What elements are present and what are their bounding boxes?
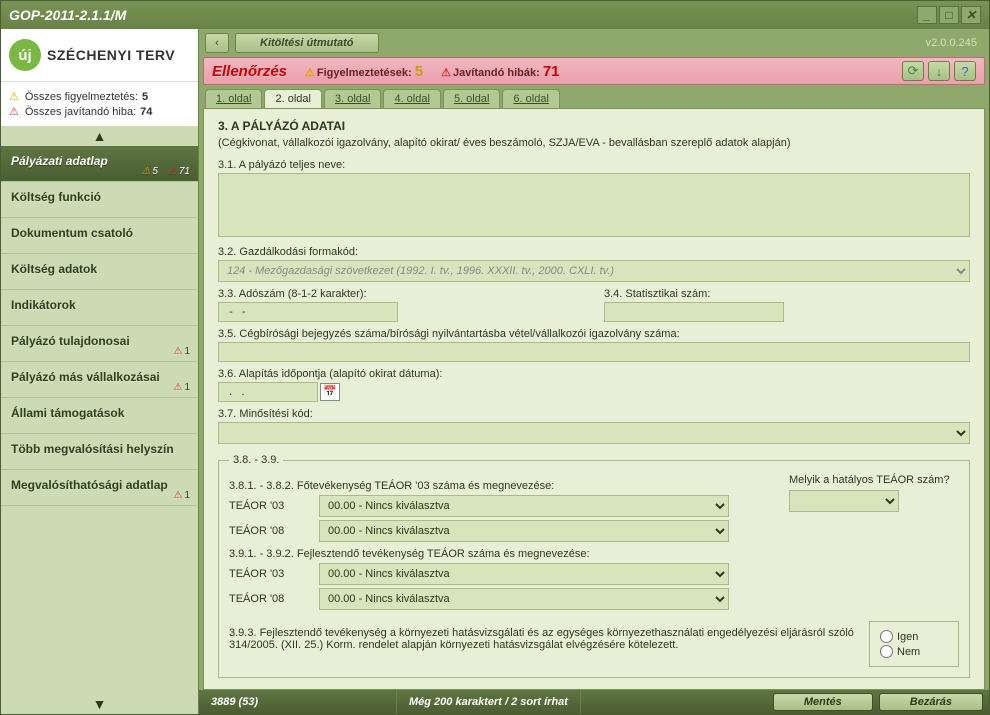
toolbar: ‹ Kitöltési útmutató v2.0.0.245 <box>199 29 989 57</box>
input-founding-date[interactable] <box>218 382 318 402</box>
logo-badge: új <box>9 39 41 71</box>
radio-no[interactable]: Nem <box>880 645 948 658</box>
sidebar-item[interactable]: Pályázó más vállalkozásai1 <box>1 362 198 398</box>
summary-box: Összes figyelmeztetés: 5 Összes javítand… <box>1 81 198 126</box>
label-3-8-1: 3.8.1. - 3.8.2. Főtevékenység TEÁOR '03 … <box>229 480 779 492</box>
alert-err: Javítandó hibák: 71 <box>441 63 559 80</box>
sidebar-item[interactable]: Pályázó tulajdonosai1 <box>1 326 198 362</box>
input-stat-number[interactable] <box>604 302 784 322</box>
titlebar: GOP-2011-2.1.1/M _ □ ✕ <box>1 1 989 29</box>
label-3-9-1: 3.9.1. - 3.9.2. Fejlesztendő tevékenység… <box>229 548 779 560</box>
label-3-9-3: 3.9.3. Fejlesztendő tevékenység a környe… <box>229 627 859 651</box>
label-3-5: 3.5. Cégbírósági bejegyzés száma/bíróság… <box>218 328 970 340</box>
form-content: 3. A PÁLYÁZÓ ADATAI (Cégkivonat, vállalk… <box>204 109 984 689</box>
tab[interactable]: 1. oldal <box>205 89 262 108</box>
section-subheading: (Cégkivonat, vállalkozói igazolvány, ala… <box>218 137 970 149</box>
side-question: Melyik a hatályos TEÁOR szám? <box>789 474 959 512</box>
sidebar-item[interactable]: Dokumentum csatoló <box>1 218 198 254</box>
nav-scroll-down[interactable]: ▼ <box>1 694 198 714</box>
close-button[interactable]: Bezárás <box>879 693 983 711</box>
error-icon <box>9 105 21 118</box>
tab[interactable]: 2. oldal <box>264 89 321 108</box>
sidebar-item[interactable]: Indikátorok <box>1 290 198 326</box>
label-3-1: 3.1. A pályázó teljes neve: <box>218 159 970 171</box>
label-3-4: 3.4. Statisztikai szám: <box>604 288 970 300</box>
sidebar: új SZÉCHENYI TERV Összes figyelmeztetés:… <box>1 29 199 714</box>
fieldset-3-8-3-9: 3.8. - 3.9. 3.8.1. - 3.8.2. Főtevékenysé… <box>218 454 970 678</box>
status-hint: Még 200 karaktert / 2 sort írhat <box>397 690 581 714</box>
tab[interactable]: 4. oldal <box>383 89 440 108</box>
calendar-button[interactable]: 📅 <box>320 383 340 401</box>
refresh-button[interactable]: ⟳ <box>902 61 924 81</box>
tabs: 1. oldal2. oldal3. oldal4. oldal5. oldal… <box>199 85 989 108</box>
tab[interactable]: 5. oldal <box>443 89 500 108</box>
label-3-3: 3.3. Adószám (8-1-2 karakter): <box>218 288 584 300</box>
sidebar-item[interactable]: Több megvalósítási helyszín <box>1 434 198 470</box>
select-main-teaor08[interactable]: 00.00 - Nincs kiválasztva <box>319 520 729 542</box>
minimize-button[interactable]: _ <box>917 6 937 24</box>
label-3-2: 3.2. Gazdálkodási formakód: <box>218 246 970 258</box>
select-form-code[interactable]: 124 - Mezőgazdasági szövetkezet (1992. I… <box>218 260 970 282</box>
select-valid-teaor[interactable] <box>789 490 899 512</box>
status-bar: 3889 (53) Még 200 karaktert / 2 sort írh… <box>199 690 989 714</box>
window-title: GOP-2011-2.1.1/M <box>9 7 126 23</box>
radio-yes[interactable]: Igen <box>880 630 948 643</box>
sidebar-item[interactable]: Állami támogatások <box>1 398 198 434</box>
select-dev-teaor03[interactable]: 00.00 - Nincs kiválasztva <box>319 563 729 585</box>
select-qualification-code[interactable] <box>218 422 970 444</box>
radio-group-3-9-3: Igen Nem <box>869 621 959 667</box>
input-tax-number[interactable] <box>218 302 398 322</box>
fieldset-legend: 3.8. - 3.9. <box>229 454 283 466</box>
download-button[interactable]: ↓ <box>928 61 950 81</box>
help-button[interactable]: ? <box>954 61 976 81</box>
sidebar-item[interactable]: Megvalósíthatósági adatlap1 <box>1 470 198 506</box>
guide-button[interactable]: Kitöltési útmutató <box>235 33 379 53</box>
sidebar-item[interactable]: Pályázati adatlap571 <box>1 146 198 182</box>
nav-list: Pályázati adatlap571Költség funkcióDokum… <box>1 146 198 694</box>
version-label: v2.0.0.245 <box>926 37 983 49</box>
section-heading: 3. A PÁLYÁZÓ ADATAI <box>218 119 970 133</box>
label-3-7: 3.7. Minősítési kód: <box>218 408 970 420</box>
label-3-6: 3.6. Alapítás időpontja (alapító okirat … <box>218 368 970 380</box>
logo: új SZÉCHENYI TERV <box>1 29 198 81</box>
tab[interactable]: 6. oldal <box>502 89 559 108</box>
alert-bar: Ellenőrzés Figyelmeztetések: 5 Javítandó… <box>203 57 985 85</box>
close-window-button[interactable]: ✕ <box>961 6 981 24</box>
sidebar-item[interactable]: Költség adatok <box>1 254 198 290</box>
input-applicant-name[interactable] <box>218 173 970 237</box>
warn-icon <box>9 90 21 103</box>
select-main-teaor03[interactable]: 00.00 - Nincs kiválasztva <box>319 495 729 517</box>
logo-text: SZÉCHENYI TERV <box>47 47 175 63</box>
alert-warn: Figyelmeztetések: 5 <box>305 63 423 80</box>
maximize-button[interactable]: □ <box>939 6 959 24</box>
sidebar-item[interactable]: Költség funkció <box>1 182 198 218</box>
alert-title: Ellenőrzés <box>212 63 287 80</box>
select-dev-teaor08[interactable]: 00.00 - Nincs kiválasztva <box>319 588 729 610</box>
save-button[interactable]: Mentés <box>773 693 873 711</box>
error-icon <box>441 67 453 79</box>
back-button[interactable]: ‹ <box>205 33 229 53</box>
nav-scroll-up[interactable]: ▲ <box>1 126 198 146</box>
tab[interactable]: 3. oldal <box>324 89 381 108</box>
status-pos: 3889 (53) <box>199 690 397 714</box>
warn-icon <box>305 67 317 79</box>
input-reg-number[interactable] <box>218 342 970 362</box>
